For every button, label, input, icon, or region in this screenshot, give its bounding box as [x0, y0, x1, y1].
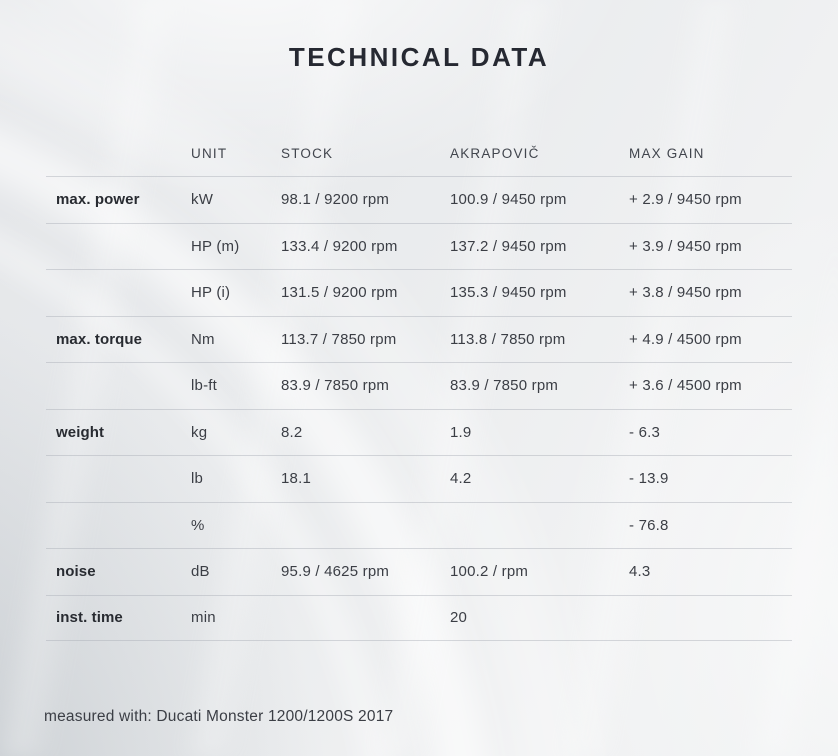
stock-cell: 131.5 / 9200 rpm	[281, 284, 398, 302]
table-row-max-power-hpm: HP (m) 133.4 / 9200 rpm 137.2 / 9450 rpm…	[46, 222, 792, 270]
table-row-noise-db: noise dB 95.9 / 4625 rpm 100.2 / rpm 4.3	[46, 548, 792, 595]
max-gain-cell: 4.3	[629, 563, 651, 581]
row-label: max. power	[56, 191, 140, 209]
akrapovic-cell: 100.9 / 9450 rpm	[450, 191, 567, 209]
table-row-max-torque-nm: max. torque Nm 113.7 / 7850 rpm 113.8 / …	[46, 315, 792, 363]
stock-cell: 133.4 / 9200 rpm	[281, 237, 398, 255]
stock-cell: 83.9 / 7850 rpm	[281, 377, 390, 395]
unit-cell: Nm	[191, 330, 215, 348]
stock-cell: 98.1 / 9200 rpm	[281, 191, 390, 209]
akrapovic-cell: 113.8 / 7850 rpm	[450, 330, 566, 348]
table-row-weight-lb: lb 18.1 4.2 - 13.9	[46, 455, 792, 502]
row-label: weight	[56, 423, 105, 441]
unit-cell: dB	[191, 563, 210, 581]
table-header-row: UNIT STOCK AKRAPOVIČ MAX GAIN	[46, 130, 792, 176]
max-gain-cell: + 3.6 / 4500 rpm	[629, 377, 742, 395]
max-gain-cell: - 13.9	[629, 470, 669, 488]
header-unit: UNIT	[191, 145, 228, 161]
akrapovic-cell: 4.2	[450, 470, 472, 488]
header-max-gain: MAX GAIN	[629, 145, 705, 161]
akrapovic-cell: 83.9 / 7850 rpm	[450, 377, 559, 395]
table-row-max-power-kw: max. power kW 98.1 / 9200 rpm 100.9 / 94…	[46, 176, 792, 223]
unit-cell: lb-ft	[191, 377, 218, 395]
table-row-weight-kg: weight kg 8.2 1.9 - 6.3	[46, 408, 792, 456]
max-gain-cell: - 6.3	[629, 423, 661, 441]
stock-cell: 113.7 / 7850 rpm	[281, 330, 397, 348]
stock-cell: 95.9 / 4625 rpm	[281, 563, 390, 581]
max-gain-cell: + 3.9 / 9450 rpm	[629, 237, 742, 255]
stock-cell: 8.2	[281, 423, 303, 441]
header-akrapovic: AKRAPOVIČ	[450, 145, 540, 161]
stock-cell: 18.1	[281, 470, 311, 488]
page-title: TECHNICAL DATA	[288, 42, 550, 72]
max-gain-cell: + 2.9 / 9450 rpm	[629, 191, 742, 209]
max-gain-cell: - 76.8	[629, 516, 669, 534]
row-label: noise	[56, 563, 96, 581]
akrapovic-cell: 135.3 / 9450 rpm	[450, 284, 567, 302]
table-row-max-power-hpi: HP (i) 131.5 / 9200 rpm 135.3 / 9450 rpm…	[46, 269, 792, 316]
akrapovic-cell: 100.2 / rpm	[450, 563, 529, 581]
measured-with-note: measured with: Ducati Monster 1200/1200S…	[44, 708, 394, 725]
unit-cell: HP (i)	[191, 284, 231, 302]
unit-cell: kW	[191, 191, 214, 209]
max-gain-cell: + 3.8 / 9450 rpm	[629, 284, 742, 302]
table-row-inst-time-min: inst. time min 20	[46, 594, 792, 641]
table-row-weight-percent: % - 76.8	[46, 501, 792, 549]
row-label: max. torque	[56, 330, 143, 348]
unit-cell: HP (m)	[191, 237, 240, 255]
table-row-max-torque-lbft: lb-ft 83.9 / 7850 rpm 83.9 / 7850 rpm + …	[46, 362, 792, 409]
akrapovic-cell: 20	[450, 609, 468, 627]
unit-cell: %	[191, 516, 205, 534]
akrapovic-cell: 137.2 / 9450 rpm	[450, 237, 567, 255]
unit-cell: lb	[191, 470, 204, 488]
max-gain-cell: + 4.9 / 4500 rpm	[629, 330, 742, 348]
header-stock: STOCK	[281, 145, 334, 161]
akrapovic-cell: 1.9	[450, 423, 472, 441]
row-label: inst. time	[56, 609, 123, 627]
unit-cell: min	[191, 609, 216, 627]
unit-cell: kg	[191, 423, 208, 441]
technical-data-table: UNIT STOCK AKRAPOVIČ MAX GAIN max. power…	[46, 130, 792, 641]
